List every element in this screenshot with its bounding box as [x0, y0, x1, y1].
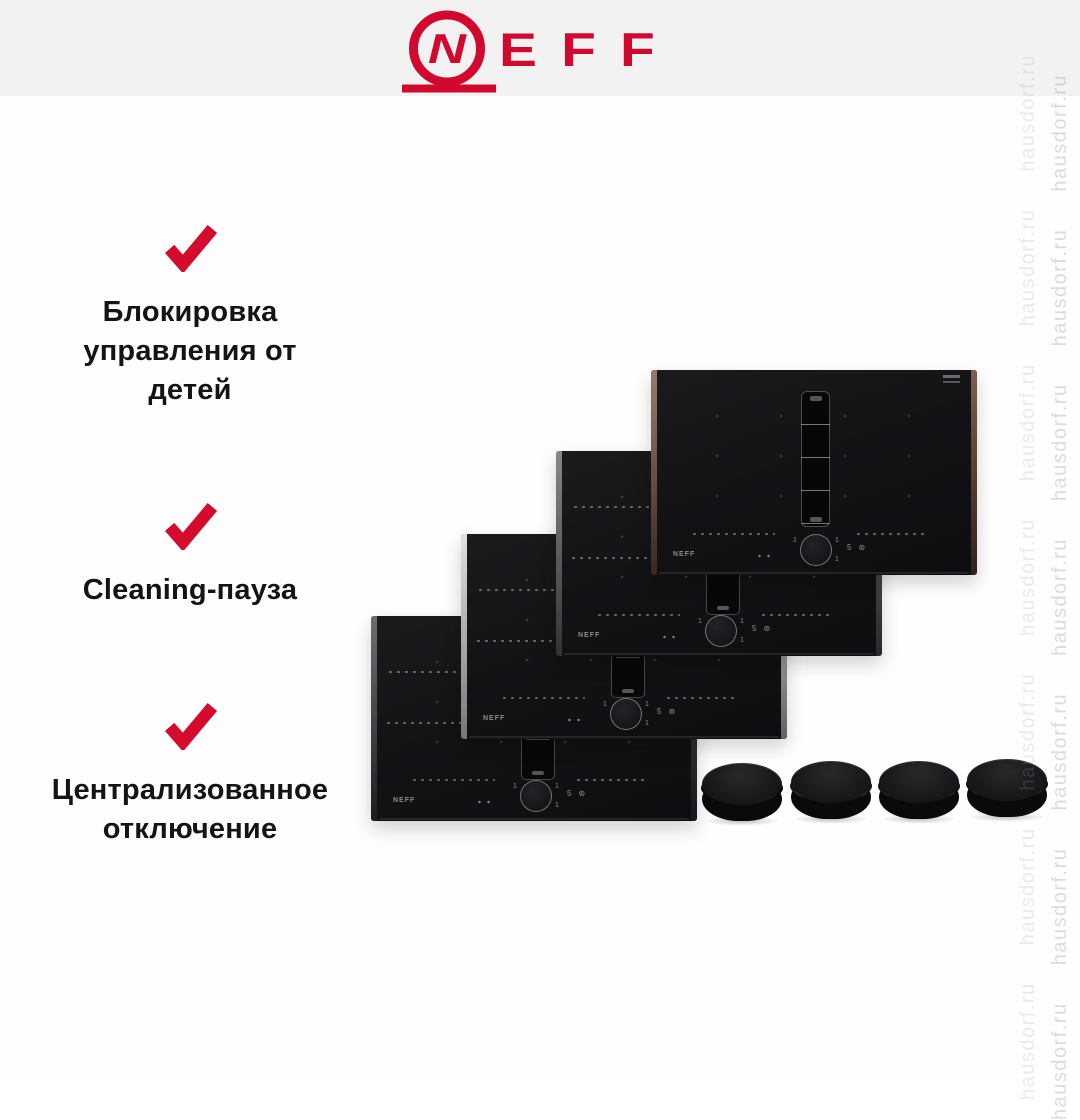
control-icons: 5⊛: [847, 543, 872, 552]
fan-icon: ⊛: [668, 707, 683, 716]
neff-logo-small: NEFF: [393, 797, 416, 804]
feature-label: Централизованное отключение: [51, 774, 329, 845]
twistpad-knob-anthracite: [700, 763, 784, 826]
power-level-mark: 1: [793, 537, 797, 544]
power-level-mark: 1: [698, 618, 702, 625]
fan-icon: ⊛: [763, 624, 778, 633]
feature-label: Cleaning-пауза: [82, 574, 298, 606]
flexzone-dash: [572, 557, 704, 559]
flexzone-dash: [577, 779, 647, 781]
flexzone-dash: [693, 533, 775, 535]
flexzone-dash: [413, 779, 495, 781]
control-dots: [565, 718, 583, 722]
control-dots: [475, 800, 493, 804]
fan-icon: ⊛: [578, 789, 593, 798]
hob-variant-copper-venting: 1 1 1 5⊛ NEFF: [651, 370, 977, 575]
power-level-mark: 1: [835, 556, 839, 563]
power-level-mark: 1: [645, 701, 649, 708]
flexzone-dash: [387, 722, 519, 724]
flexzone-dash: [857, 533, 927, 535]
twistpad-control-area: [800, 534, 832, 566]
knob-top: [791, 761, 871, 803]
omega-foot-bar: [402, 84, 496, 93]
watermark-column-outer: hausdorf.ru hausdorf.ru hausdorf.ru haus…: [1049, 73, 1071, 1120]
twistpad-control-area: [610, 698, 642, 730]
neff-logo-small: NEFF: [673, 551, 696, 558]
emblem-letter: N: [428, 26, 468, 73]
hob-left-trim: [371, 616, 377, 821]
flexzone-dash: [574, 506, 692, 508]
power-level-mark: 1: [555, 802, 559, 809]
neff-logo-small: NEFF: [578, 632, 601, 639]
flexzone-dash: [503, 697, 585, 699]
checkmark-icon: [162, 500, 219, 550]
hob-left-trim: [651, 370, 657, 575]
vent-module: [611, 653, 645, 698]
hob-right-trim: [971, 370, 977, 575]
twistpad-control-area: [520, 780, 552, 812]
hob-left-trim: [556, 451, 562, 656]
knob-top: [879, 761, 959, 803]
fan-icon: ⊛: [858, 543, 873, 552]
vent-module: [521, 735, 555, 780]
power-level-mark: 1: [835, 537, 839, 544]
flexzone-dash: [389, 671, 507, 673]
wordmark-letters: EFF: [499, 23, 678, 76]
control-icons: 5⊛: [657, 707, 682, 716]
timer-icon: 5: [657, 707, 669, 716]
timer-icon: 5: [752, 624, 764, 633]
spec-badge: [943, 375, 960, 385]
neff-logo-small: NEFF: [483, 715, 506, 722]
power-level-mark: 1: [513, 783, 517, 790]
feature-label: Блокировка управления от детей: [83, 296, 297, 406]
power-level-mark: 1: [645, 720, 649, 727]
timer-icon: 5: [567, 789, 579, 798]
twistpad-knob-copper: [965, 759, 1049, 822]
control-dots: [660, 635, 678, 639]
twistpad-control-area: [705, 615, 737, 647]
knob-top: [967, 759, 1047, 801]
omega-ring: [409, 10, 485, 87]
checkmark-icon: [162, 700, 219, 750]
power-level-mark: 1: [740, 637, 744, 644]
knob-top: [702, 763, 782, 805]
header-band: N EFF: [0, 0, 1080, 96]
timer-icon: 5: [847, 543, 859, 552]
neff-logo-graphic: N EFF: [402, 10, 678, 93]
watermark-column-inner: hausdorf.ru hausdorf.ru hausdorf.ru haus…: [1017, 53, 1039, 1100]
vent-module: [706, 570, 740, 615]
feature-child-lock: Блокировка управления от детей: [40, 222, 340, 410]
center-vent: [801, 391, 830, 527]
control-icons: 5⊛: [752, 624, 777, 633]
twistpad-knob-silver: [789, 761, 873, 824]
power-level-mark: 1: [555, 783, 559, 790]
feature-cleaning-pause: Cleaning-пауза: [40, 500, 340, 610]
flexzone-dash: [477, 640, 609, 642]
control-icons: 5⊛: [567, 789, 592, 798]
feature-central-off: Централизованное отключение: [40, 700, 340, 849]
flexzone-dash: [762, 614, 832, 616]
power-level-mark: 1: [740, 618, 744, 625]
promo-card: N EFF Блокировка управления от детей Cle…: [0, 0, 1080, 1080]
power-level-mark: 1: [603, 701, 607, 708]
control-dots: [755, 554, 773, 558]
checkmark-icon: [162, 222, 219, 272]
hob-left-trim: [461, 534, 467, 739]
twistpad-knob-gray: [877, 761, 961, 824]
flexzone-dash: [598, 614, 680, 616]
flexzone-dash: [479, 589, 597, 591]
flexzone-dash: [667, 697, 737, 699]
neff-logo: N EFF: [402, 8, 678, 93]
